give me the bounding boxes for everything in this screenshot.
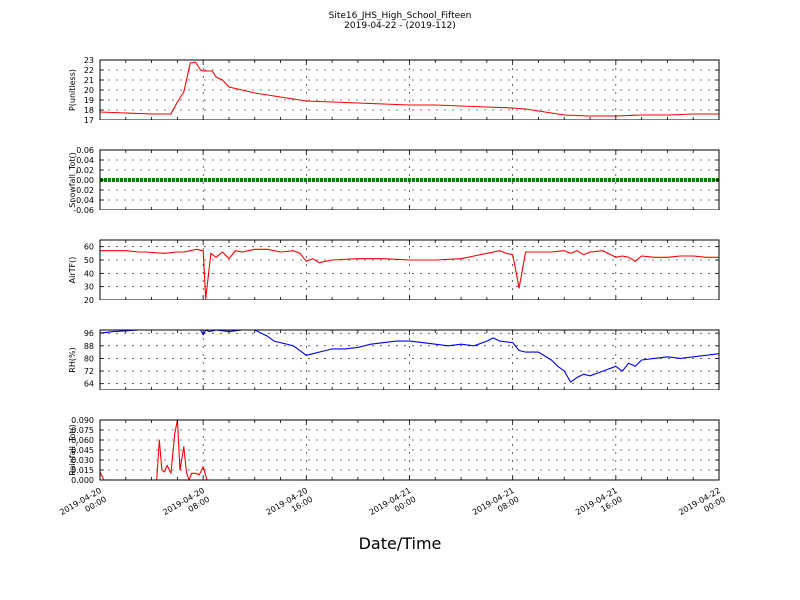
panel1-yticklabel-5: 22 [84,66,94,75]
panel5-yticklabel-4: 0.060 [71,436,94,445]
panel4-yticklabel-0: 64 [84,380,94,389]
xticklabel-5: 2019-04-2116:00 [574,486,624,526]
panel4-yticklabel-4: 96 [84,329,94,338]
panel4-ylabel: RH(%) [68,347,77,372]
xticklabel-1: 2019-04-2008:00 [161,486,211,526]
chart-title-line2: 2019-04-22 - (2019-112) [344,21,456,31]
panel3-yticklabel-3: 50 [84,256,94,265]
panel3-yticklabel-1: 30 [84,283,94,292]
panel1-yticklabel-0: 17 [84,116,94,125]
panel3-yticklabel-0: 20 [84,296,94,305]
x-axis-title: Date/Time [358,534,442,553]
panel3-ylabel: AirTF() [68,257,77,284]
panel2-yticklabel-0: -0.06 [73,206,94,215]
panel5-ylabel: Rainfall_Tot() [68,424,77,476]
panel1-ylabel: P(unitless) [68,69,77,111]
panel1-series-line [99,61,719,117]
xticklabel-0: 2019-04-2000:00 [58,486,108,526]
xticklabel-2: 2019-04-2016:00 [265,486,315,526]
panel2-yticklabel-5: 0.04 [76,156,94,165]
panel2-yticklabel-1: -0.04 [73,196,94,205]
panel3-series-line [100,248,719,300]
panel2-yticklabel-6: 0.06 [76,146,94,155]
panel2-yticklabel-2: -0.02 [73,186,94,195]
panel1-yticklabel-1: 18 [84,106,94,115]
panel5-top-mask [99,390,720,420]
panel4-yticklabel-1: 72 [84,367,94,376]
panel1-yticklabel-3: 20 [84,86,94,95]
panel5-yticklabel-0: 0.000 [71,476,94,485]
panel4-top-mask [99,300,720,330]
panel4-yticklabel-3: 88 [84,342,94,351]
xticklabel-6: 2019-04-2200:00 [677,486,727,526]
panel3-yticklabel-2: 40 [84,269,94,278]
panel5-yticklabel-1: 0.015 [71,466,94,475]
panel5-yticklabel-2: 0.030 [71,456,94,465]
xticklabel-3: 2019-04-2100:00 [368,486,418,526]
panel4-yticklabel-2: 80 [84,354,94,363]
panel5-yticklabel-5: 0.075 [71,426,94,435]
panel1-top-mask [99,30,720,60]
panel2-yticklabel-4: 0.02 [76,166,94,175]
panel3-yticklabel-4: 60 [84,243,94,252]
panel2-yticklabel-3: 0.00 [76,176,94,185]
xticklabel-4: 2019-04-2108:00 [471,486,521,526]
panel1-yticklabel-4: 21 [84,76,94,85]
panel1-yticklabel-6: 23 [84,56,94,65]
chart-title-line1: Site16_JHS_High_School_Fifteen [328,11,472,21]
panel1-yticklabel-2: 19 [84,96,94,105]
panel2-ylabel: Snowfall_Tot() [68,152,77,208]
panel2-top-mask [99,120,720,150]
panel4-series-line [99,329,720,383]
panel5-yticklabel-6: 0.090 [71,416,94,425]
panel5-yticklabel-3: 0.045 [71,446,94,455]
panel3-top-mask [99,210,720,240]
